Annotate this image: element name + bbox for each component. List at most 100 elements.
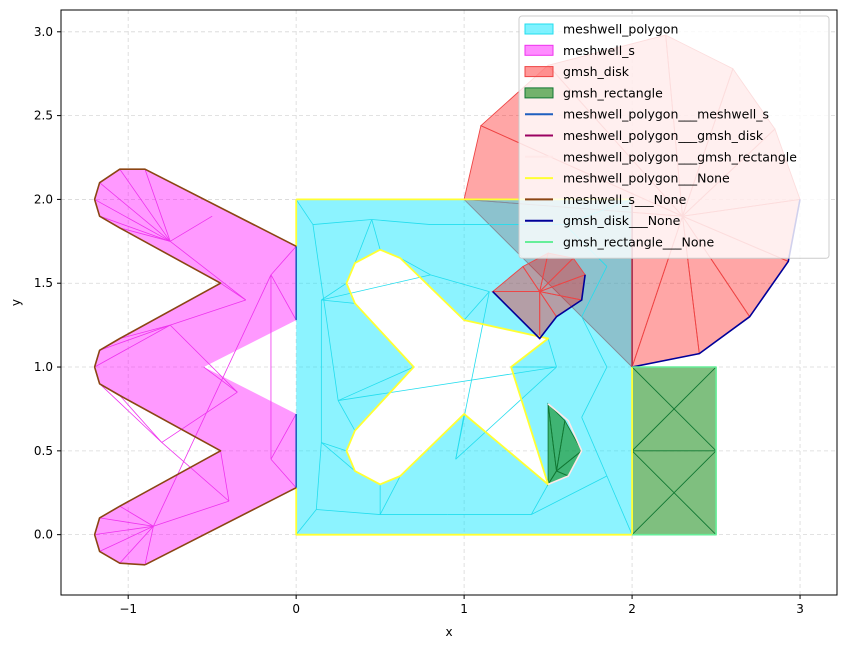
- gmsh-disk-small-fill: [492, 253, 586, 339]
- meshwell-polygon-edge: [430, 274, 490, 292]
- meshwell-s-edge: [153, 500, 230, 527]
- meshwell-polygon-edge: [338, 366, 557, 401]
- meshwell-s-edge: [119, 395, 163, 443]
- gmsh-rectangle-none-outline: [632, 366, 717, 536]
- meshwell-polygon-edge: [371, 219, 431, 225]
- gmsh-rectangle-sliver-fill: [548, 403, 582, 485]
- meshwell-polygon-edge: [606, 475, 633, 535]
- meshwell-polygon-edge: [581, 266, 608, 317]
- axes-frame: [60, 9, 838, 596]
- meshwell-s-edge: [99, 517, 154, 527]
- meshwell-polygon-edge: [315, 442, 322, 510]
- meshwell-polygon-edge: [530, 484, 549, 515]
- legend-label: gmsh_disk___None: [563, 213, 681, 228]
- meshwell-polygon-edge: [316, 509, 381, 515]
- meshwell-polygon-edge: [581, 366, 608, 418]
- gmsh-disk-small-outline: [492, 274, 586, 340]
- meshwell-polygon-edge: [400, 257, 431, 276]
- meshwell-s-outline-bottom: [144, 486, 297, 566]
- meshwell-polygon-edge: [531, 475, 608, 515]
- gmsh-rectangle-edge: [631, 366, 717, 452]
- meshwell-s-edge: [220, 450, 230, 502]
- y-tick-label: 1.0: [34, 360, 53, 374]
- x-tick-label: 3: [796, 602, 804, 616]
- meshwell-polygon-edge: [321, 274, 431, 301]
- meshwell-polygon-edge: [337, 366, 414, 401]
- meshwell-s-edge: [153, 274, 272, 527]
- x-axis-label: x: [445, 625, 452, 639]
- legend-swatch: [524, 23, 554, 35]
- meshwell-polygon-edge: [581, 417, 608, 477]
- meshwell-s-edge: [99, 383, 163, 443]
- meshwell-s-fill: [94, 169, 297, 565]
- meshwell-polygon-edge: [295, 509, 317, 535]
- legend: meshwell_polygon meshwell_s gmsh_disk gmsh_…: [518, 15, 830, 259]
- legend-label: meshwell_polygon: [563, 22, 678, 37]
- meshwell-polygon-edge: [321, 299, 355, 304]
- meshwell-polygon-edge: [463, 291, 490, 321]
- meshwell-s-edge: [144, 169, 171, 242]
- meshwell-s-edge: [119, 505, 154, 527]
- meshwell-s-edge: [270, 458, 297, 488]
- y-tick-label: 2.0: [34, 192, 53, 206]
- y-tick-label: 0.0: [34, 528, 53, 542]
- legend-swatch: [524, 44, 554, 56]
- meshwell-s-edge: [161, 391, 238, 443]
- meshwell-polygon-edge: [379, 475, 401, 515]
- meshwell-s-edge: [144, 526, 154, 565]
- meshwell-s-edge: [119, 227, 171, 242]
- meshwell-s-edge: [169, 324, 238, 393]
- meshwell-s-edge: [203, 366, 238, 393]
- meshwell-polygon-edge: [321, 442, 347, 452]
- meshwell-polygon-edge: [354, 219, 373, 264]
- meshwell-polygon-edge: [337, 400, 356, 431]
- x-tick-label: −1: [119, 602, 137, 616]
- meshwell-s-edge: [161, 442, 230, 502]
- meshwell-s-edge: [119, 324, 171, 339]
- gmsh-rectangle-mesh: [631, 366, 717, 535]
- meshwell-s-edge: [99, 525, 154, 552]
- meshwell-polygon-edge: [321, 442, 356, 472]
- meshwell-s-edge: [99, 215, 171, 242]
- meshwell-s-edge: [119, 169, 171, 242]
- meshwell-polygon-edge: [547, 338, 557, 368]
- gmsh-rectangle-edge: [631, 450, 717, 535]
- meshwell-s-edge: [270, 274, 297, 321]
- legend-label: meshwell_polygon___gmsh_rectangle: [563, 149, 797, 164]
- meshwell-s-edge: [169, 215, 213, 242]
- meshwell-s-edge: [270, 413, 297, 460]
- legend-label: meshwell_polygon___gmsh_disk: [563, 128, 764, 143]
- meshwell-polygon-edge: [581, 316, 608, 368]
- meshwell-s-edge: [270, 246, 297, 276]
- legend-label: gmsh_rectangle: [563, 85, 663, 100]
- legend-label: meshwell_s: [563, 43, 635, 58]
- meshwell-s-edge: [170, 299, 246, 326]
- x-tick-label: 0: [292, 602, 300, 616]
- legend-label: gmsh_disk: [563, 64, 630, 79]
- legend-swatch: [524, 66, 554, 78]
- meshwell-polygon-edge: [312, 224, 339, 401]
- meshwell-s-edge: [94, 199, 171, 242]
- meshwell-polygon-edge: [455, 366, 557, 460]
- legend-label: meshwell_s___None: [563, 192, 687, 207]
- y-tick-label: 1.5: [34, 276, 53, 290]
- meshwell-s-edge: [99, 324, 171, 351]
- meshwell-polygon-edge: [455, 291, 490, 460]
- meshwell-s-edge: [169, 241, 247, 301]
- meshwell-s-edge: [94, 324, 171, 368]
- cross-hole-outline: [345, 248, 549, 486]
- legend-frame: [518, 15, 830, 259]
- legend-label: meshwell_polygon___None: [563, 171, 730, 186]
- meshwell-s-mesh: [94, 169, 297, 565]
- legend-label: meshwell_polygon___meshwell_s: [563, 107, 769, 122]
- meshwell-polygon-edge: [295, 199, 314, 225]
- interface-polygon-rectangle: [547, 403, 583, 486]
- legend-swatch: [524, 87, 554, 99]
- meshwell-polygon-edge: [321, 282, 347, 301]
- meshwell-s-edge: [94, 525, 154, 536]
- meshwell-s-edge: [119, 526, 154, 564]
- y-tick-label: 3.0: [34, 25, 53, 39]
- meshwell-s-edge: [99, 182, 171, 242]
